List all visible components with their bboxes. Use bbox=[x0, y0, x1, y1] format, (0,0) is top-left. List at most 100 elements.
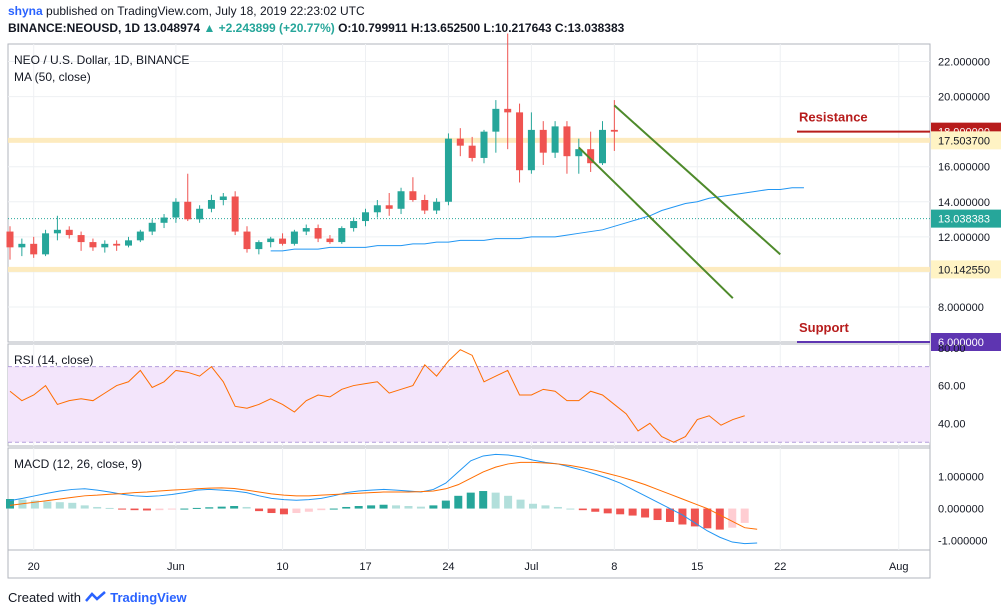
publish-info: shyna published on TradingView.com, July… bbox=[8, 4, 365, 18]
candle-body bbox=[314, 228, 322, 239]
macd-histogram-bar bbox=[242, 506, 251, 509]
candle-body bbox=[125, 240, 132, 246]
price-label-box bbox=[931, 209, 1001, 228]
price-change: ▲ +2.243899 (+20.77%) bbox=[203, 21, 335, 35]
channel-line bbox=[613, 104, 781, 256]
macd-histogram-bar bbox=[292, 508, 301, 514]
macd-histogram-bar bbox=[516, 499, 525, 509]
macd-tick-label: 0.000000 bbox=[938, 504, 984, 516]
macd-histogram-bar bbox=[740, 508, 749, 523]
candle-body bbox=[492, 108, 500, 132]
macd-histogram-bar bbox=[217, 506, 226, 509]
macd-histogram-bar bbox=[641, 508, 650, 518]
macd-histogram-bar bbox=[466, 492, 475, 509]
macd-tick-label: -1.000000 bbox=[938, 535, 988, 547]
macd-histogram-bar bbox=[678, 508, 687, 525]
macd-histogram-bar bbox=[628, 508, 637, 516]
candle-body bbox=[89, 242, 97, 248]
y-tick-label: 20.000000 bbox=[938, 92, 990, 104]
ma-legend: MA (50, close) bbox=[14, 70, 91, 84]
price-label-box bbox=[931, 131, 1001, 150]
symbol-line: BINANCE:NEOUSD, 1D 13.048974 ▲ +2.243899… bbox=[8, 21, 624, 35]
created-with-text: Created with bbox=[8, 590, 81, 605]
price-label: 13.038383 bbox=[938, 214, 990, 226]
candle-body bbox=[77, 235, 85, 243]
macd-histogram-bar bbox=[703, 508, 712, 529]
candle-body bbox=[196, 208, 204, 220]
macd-histogram-bar bbox=[416, 506, 425, 509]
candle-body bbox=[516, 112, 524, 171]
tradingview-logo-text[interactable]: TradingView bbox=[110, 590, 187, 605]
macd-histogram-bar bbox=[329, 508, 338, 510]
price-chart[interactable]: 8.00000010.00000012.00000014.00000016.00… bbox=[0, 0, 1006, 580]
macd-histogram-bar bbox=[479, 491, 488, 509]
macd-histogram-bar bbox=[279, 508, 288, 515]
macd-histogram-bar bbox=[504, 495, 513, 509]
macd-histogram-bar bbox=[541, 505, 550, 509]
macd-signal-line bbox=[9, 461, 758, 530]
candle-body bbox=[65, 229, 73, 236]
candle-body bbox=[279, 238, 287, 244]
macd-histogram-bar bbox=[6, 499, 14, 509]
x-tick-label: 17 bbox=[359, 561, 371, 573]
rsi-title: RSI (14, close) bbox=[14, 353, 93, 367]
macd-histogram-bar bbox=[367, 505, 376, 509]
x-tick-label: Aug bbox=[889, 561, 909, 573]
macd-line bbox=[9, 453, 758, 545]
candle-body bbox=[101, 243, 109, 248]
macd-histogram-bar bbox=[105, 507, 114, 509]
macd-histogram-bar bbox=[665, 508, 674, 522]
candle-body bbox=[421, 200, 429, 211]
macd-histogram-bar bbox=[255, 508, 264, 512]
macd-histogram-bar bbox=[30, 500, 39, 509]
footer: Created with TradingView bbox=[8, 590, 187, 605]
candle-body bbox=[290, 231, 298, 244]
macd-histogram-bar bbox=[180, 508, 189, 510]
y-tick-label: 12.000000 bbox=[938, 232, 990, 244]
candle-body bbox=[539, 129, 547, 153]
candle-body bbox=[18, 243, 26, 248]
time-axis-frame bbox=[7, 549, 931, 579]
macd-histogram-bar bbox=[566, 508, 575, 510]
chart-title: NEO / U.S. Dollar, 1D, BINANCE bbox=[14, 53, 189, 67]
macd-tick-label: 1.000000 bbox=[938, 472, 984, 484]
macd-histogram-bar bbox=[653, 508, 662, 521]
rsi-tick-label: 80.00 bbox=[938, 343, 966, 355]
ohlc-values: O:10.799911 H:13.652500 L:10.217643 C:13… bbox=[338, 21, 625, 35]
candle-body bbox=[350, 221, 358, 229]
candle-body bbox=[599, 129, 606, 164]
rsi-tick-label: 40.00 bbox=[938, 418, 966, 430]
publisher-name[interactable]: shyna bbox=[8, 4, 43, 18]
candle-body bbox=[456, 138, 464, 146]
macd-histogram-bar bbox=[715, 508, 724, 530]
y-tick-label: 16.000000 bbox=[938, 162, 990, 174]
macd-histogram-bar bbox=[578, 508, 587, 511]
candle-body bbox=[172, 201, 180, 218]
x-tick-label: 15 bbox=[691, 561, 703, 573]
macd-histogram-bar bbox=[80, 505, 89, 509]
macd-histogram-bar bbox=[392, 505, 401, 509]
macd-histogram-bar bbox=[603, 508, 612, 514]
candle-body bbox=[184, 201, 192, 220]
candle-body bbox=[444, 138, 452, 202]
price-label: 17.503700 bbox=[938, 135, 990, 147]
last-price: 13.048974 bbox=[143, 21, 201, 35]
candle-body bbox=[338, 228, 346, 243]
macd-title: MACD (12, 26, close, 9) bbox=[14, 457, 142, 471]
price-label: 6.000000 bbox=[938, 337, 984, 349]
candle-body bbox=[42, 233, 50, 255]
macd-histogram-bar bbox=[205, 507, 214, 509]
candle-body bbox=[397, 191, 405, 209]
moving-average-line bbox=[270, 187, 804, 252]
candle-body bbox=[385, 205, 393, 209]
candle-body bbox=[551, 126, 559, 153]
x-tick-label: 20 bbox=[28, 561, 40, 573]
price-label-box bbox=[931, 260, 1001, 279]
symbol-label: BINANCE:NEOUSD, 1D bbox=[8, 21, 141, 35]
channel-line bbox=[578, 146, 734, 299]
candle-body bbox=[326, 238, 334, 243]
candle-body bbox=[231, 196, 239, 232]
price-label: 10.142550 bbox=[938, 264, 990, 276]
x-tick-label: 22 bbox=[774, 561, 786, 573]
x-tick-label: Jul bbox=[524, 561, 538, 573]
